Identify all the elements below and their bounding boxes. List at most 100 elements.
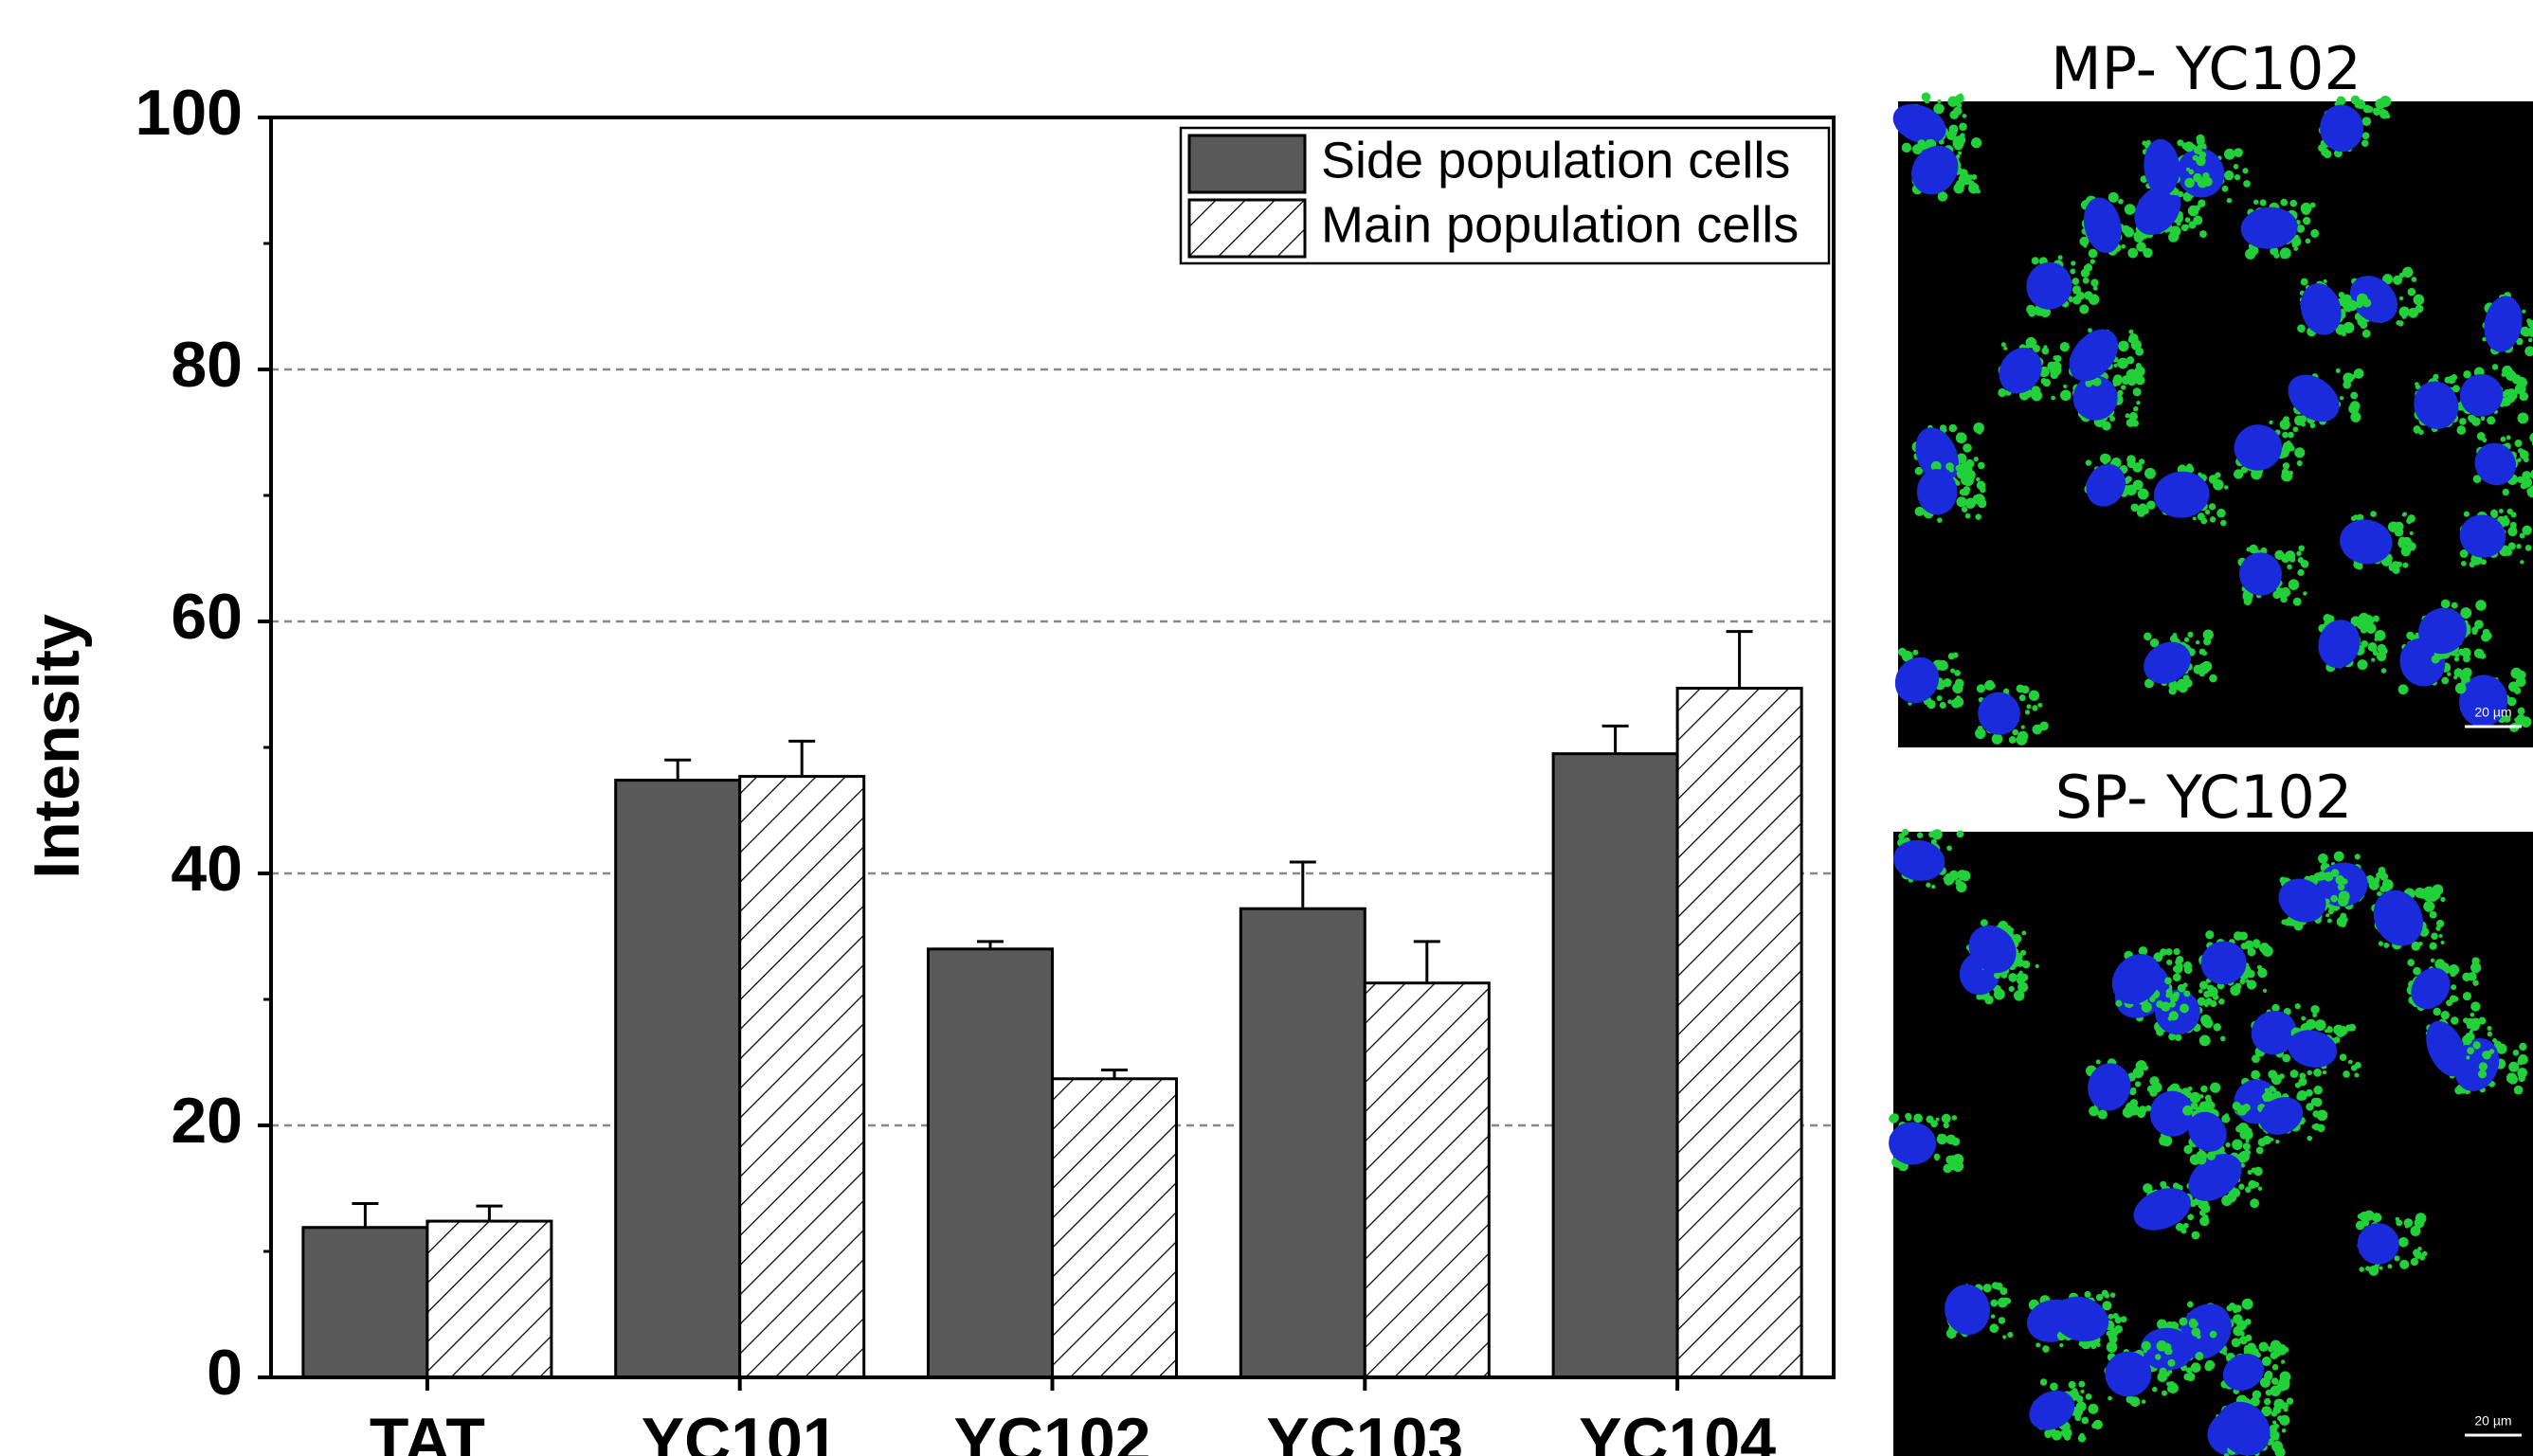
y-tick-label: 0 bbox=[207, 1337, 243, 1409]
vesicle bbox=[2120, 1316, 2127, 1323]
vesicle bbox=[2041, 368, 2050, 375]
legend-swatch bbox=[1187, 198, 1307, 259]
vesicle bbox=[2184, 177, 2195, 189]
vesicle bbox=[2053, 355, 2058, 361]
vesicle bbox=[2088, 328, 2092, 333]
vesicle bbox=[2075, 1395, 2084, 1403]
nucleus bbox=[2200, 941, 2247, 985]
vesicle bbox=[2241, 1298, 2253, 1310]
vesicle bbox=[2106, 1341, 2118, 1353]
vesicle bbox=[2108, 191, 2119, 203]
vesicle bbox=[2318, 853, 2328, 864]
vesicle bbox=[1976, 476, 1981, 482]
vesicle bbox=[2199, 230, 2207, 238]
vesicle bbox=[2168, 1000, 2176, 1008]
vesicle bbox=[2183, 1373, 2192, 1381]
vesicle bbox=[2276, 1343, 2288, 1356]
vesicle bbox=[2300, 560, 2309, 568]
vesicle bbox=[2271, 1377, 2279, 1385]
vesicle bbox=[2075, 1401, 2087, 1412]
vesicle bbox=[2480, 416, 2486, 422]
vesicle bbox=[2041, 347, 2050, 355]
vesicle bbox=[2354, 1072, 2360, 1078]
vesicle bbox=[2102, 1301, 2112, 1311]
vesicle bbox=[2190, 1102, 2198, 1110]
vesicle bbox=[2049, 364, 2061, 376]
nucleus bbox=[2188, 1111, 2227, 1152]
vesicle bbox=[2136, 368, 2144, 375]
vesicle bbox=[2168, 231, 2180, 243]
vesicle bbox=[2282, 1053, 2291, 1063]
vesicle bbox=[2174, 1034, 2182, 1041]
vesicle bbox=[2451, 1016, 2459, 1025]
vesicle bbox=[1977, 429, 1982, 435]
vesicle bbox=[2301, 1016, 2307, 1021]
vesicle bbox=[2092, 285, 2098, 291]
vesicle bbox=[2461, 647, 2471, 658]
vesicle bbox=[2519, 1042, 2527, 1052]
vesicle bbox=[2380, 668, 2387, 674]
vesicle bbox=[2408, 308, 2416, 315]
vesicle bbox=[2459, 418, 2467, 425]
vesicle bbox=[2453, 656, 2460, 662]
panel-title: SP- YC102 bbox=[2055, 763, 2353, 832]
x-tick-label: YC102 bbox=[954, 1405, 1151, 1456]
vesicle bbox=[2467, 1047, 2474, 1055]
vesicle bbox=[2164, 977, 2172, 985]
nucleus bbox=[2072, 375, 2118, 421]
vesicle bbox=[2017, 730, 2029, 742]
vesicle bbox=[2244, 1346, 2250, 1351]
vesicle bbox=[2314, 1019, 2326, 1032]
vesicle bbox=[2262, 1135, 2271, 1145]
vesicle bbox=[2482, 336, 2487, 342]
vesicle bbox=[2429, 892, 2438, 903]
vesicle bbox=[2057, 255, 2063, 261]
vesicle bbox=[2200, 1085, 2208, 1093]
nucleus bbox=[2411, 967, 2451, 1010]
vesicle bbox=[2156, 1000, 2164, 1008]
vesicle bbox=[2208, 503, 2216, 511]
vesicle bbox=[2141, 1399, 2146, 1404]
vesicle bbox=[2118, 198, 2124, 205]
legend-label: Side population cells bbox=[1321, 132, 1790, 189]
vesicle bbox=[1946, 845, 1952, 852]
vesicle bbox=[2097, 1109, 2108, 1120]
vesicle bbox=[2026, 704, 2032, 710]
vesicle bbox=[2520, 449, 2526, 456]
vesicle bbox=[1939, 701, 1946, 710]
vesicle bbox=[2504, 388, 2511, 396]
vesicle bbox=[2418, 429, 2424, 436]
vesicle bbox=[2239, 1129, 2250, 1140]
vesicle bbox=[1970, 137, 1982, 149]
vesicle bbox=[2372, 1213, 2382, 1223]
vesicle bbox=[2453, 668, 2463, 677]
vesicle bbox=[1956, 830, 1964, 838]
vesicle bbox=[2513, 687, 2522, 694]
vesicle bbox=[2088, 248, 2098, 259]
vesicle bbox=[2113, 374, 2123, 384]
vesicle bbox=[2354, 1061, 2361, 1069]
legend-label: Main population cells bbox=[1321, 196, 1799, 253]
vesicle bbox=[2109, 416, 2116, 422]
vesicle bbox=[2378, 941, 2384, 946]
vesicle bbox=[2197, 997, 2206, 1006]
vesicle bbox=[2282, 462, 2290, 470]
vesicle bbox=[1955, 154, 1961, 159]
vesicle bbox=[2071, 261, 2076, 266]
vesicle bbox=[2196, 155, 2206, 167]
vesicle bbox=[2487, 1031, 2493, 1037]
bar bbox=[301, 1226, 429, 1379]
vesicle bbox=[2019, 949, 2027, 956]
vesicle bbox=[2402, 266, 2414, 279]
vesicle bbox=[2399, 1259, 2410, 1269]
vesicle bbox=[2506, 508, 2513, 515]
vesicle bbox=[2132, 387, 2142, 397]
vesicle bbox=[2462, 1034, 2472, 1046]
vesicle bbox=[2212, 994, 2219, 1000]
vesicle bbox=[2430, 958, 2435, 963]
vesicle bbox=[2339, 396, 2344, 401]
nucleus bbox=[2288, 1030, 2338, 1068]
vesicle bbox=[2323, 150, 2332, 159]
vesicle bbox=[2516, 377, 2528, 388]
vesicle bbox=[2510, 667, 2523, 679]
